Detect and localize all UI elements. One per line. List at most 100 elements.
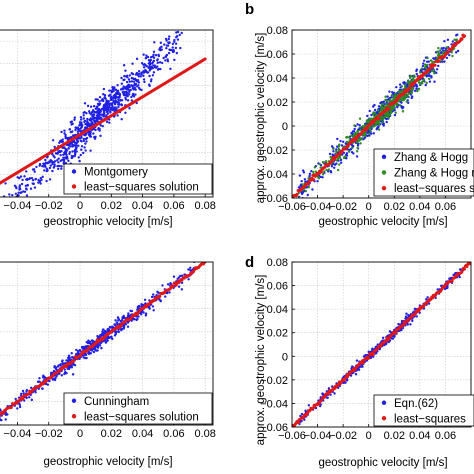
legend-marker	[381, 400, 387, 405]
data-point	[415, 69, 418, 73]
data-point	[2, 227, 4, 229]
data-point	[394, 99, 398, 103]
data-point	[132, 317, 135, 320]
data-point	[137, 86, 141, 90]
data-point	[108, 121, 111, 124]
data-point	[130, 80, 134, 83]
data-point	[98, 102, 102, 105]
data-point	[16, 407, 19, 410]
data-point	[8, 220, 10, 222]
data-point	[98, 109, 101, 113]
legend-label: Cunningham	[84, 396, 149, 408]
data-point	[386, 104, 389, 108]
data-point	[71, 122, 74, 126]
data-point	[129, 309, 132, 312]
points	[0, 262, 207, 425]
data-point	[20, 182, 24, 186]
data-point	[456, 49, 460, 53]
data-point	[424, 298, 428, 301]
data-point	[109, 111, 112, 114]
y-tick-label: −0.02	[260, 145, 288, 157]
data-point	[405, 100, 408, 103]
data-point	[371, 353, 375, 357]
data-point	[151, 305, 155, 308]
data-point	[436, 288, 439, 291]
data-point	[413, 307, 417, 310]
data-point	[119, 319, 123, 323]
data-point	[365, 119, 369, 122]
data-point	[378, 111, 381, 114]
x-tick-label: 0.02	[384, 430, 405, 442]
data-point	[172, 50, 175, 53]
y-tick-label: 0.04	[267, 73, 288, 85]
data-point	[301, 191, 305, 194]
data-point	[159, 67, 162, 71]
data-point	[153, 65, 157, 69]
data-point	[439, 49, 442, 52]
data-point	[124, 111, 127, 114]
data-point	[171, 46, 174, 49]
data-point	[126, 314, 130, 318]
data-point	[21, 397, 25, 401]
data-point	[166, 283, 170, 286]
data-point	[45, 167, 48, 170]
data-point	[151, 293, 155, 296]
data-point	[19, 175, 23, 178]
x-tick-label: 0.02	[101, 200, 122, 212]
data-point	[435, 57, 439, 60]
data-point	[76, 130, 80, 134]
data-point	[108, 325, 112, 329]
data-point	[362, 137, 366, 140]
data-point	[328, 152, 332, 156]
panel-a-xlabel: geostrophic velocity [m/s]	[43, 216, 172, 228]
data-point	[411, 87, 415, 90]
data-point	[59, 159, 62, 163]
data-point	[155, 65, 159, 68]
legend-marker	[71, 184, 77, 189]
y-tick-label: −0.02	[260, 375, 288, 387]
data-point	[428, 80, 432, 83]
data-point	[127, 83, 131, 87]
data-point	[49, 164, 52, 167]
data-point	[105, 110, 109, 114]
data-point	[77, 156, 80, 159]
legend-label: Zhang & Hogg n	[394, 168, 474, 180]
data-point	[406, 323, 409, 326]
data-point	[56, 164, 59, 168]
data-point	[411, 319, 414, 323]
data-point	[350, 131, 353, 135]
data-point	[372, 132, 375, 135]
x-tick-label: −0.06	[278, 201, 306, 213]
data-point	[17, 191, 20, 194]
data-point	[128, 85, 131, 89]
legend-label: least−squares	[394, 413, 466, 425]
data-point	[80, 140, 83, 143]
data-point	[133, 87, 136, 90]
data-point	[19, 187, 22, 191]
panel-c-xlabel: geostrophic velocity [m/s]	[43, 456, 172, 468]
data-point	[168, 35, 171, 38]
data-point	[127, 312, 130, 315]
data-point	[424, 83, 427, 87]
data-point	[98, 344, 102, 347]
data-point	[326, 396, 329, 399]
data-point	[450, 279, 454, 283]
data-point	[442, 46, 445, 50]
data-point	[339, 156, 342, 160]
data-point	[376, 121, 379, 125]
grid	[0, 262, 213, 425]
data-point	[48, 166, 52, 170]
data-point	[342, 151, 346, 154]
data-point	[149, 56, 153, 59]
y-tick-label: 0.02	[267, 97, 288, 109]
legend: Montgomery least−squares solution	[63, 163, 213, 195]
data-point	[405, 312, 408, 315]
data-point	[311, 188, 314, 191]
data-point	[177, 285, 181, 288]
data-point	[82, 117, 85, 120]
data-point	[409, 75, 412, 79]
data-point	[313, 166, 317, 169]
data-point	[111, 96, 115, 100]
data-point	[96, 102, 100, 106]
legend-label: Eqn.(62)	[394, 398, 438, 410]
